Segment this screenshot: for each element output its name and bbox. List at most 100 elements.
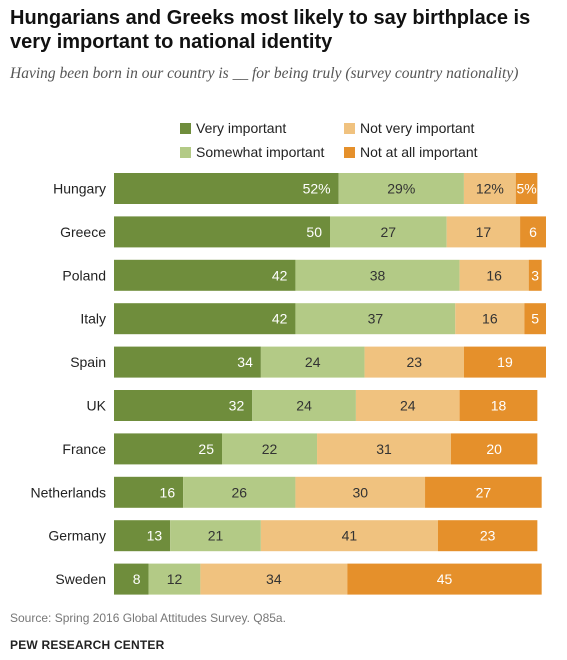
value-label-greece-not-at-all-important: 6 bbox=[529, 224, 537, 240]
value-label-germany-not-very-important: 41 bbox=[342, 528, 358, 544]
bar-spain-not-at-all-important bbox=[463, 346, 546, 378]
value-label-sweden-somewhat-important: 12 bbox=[167, 571, 183, 587]
value-label-spain-not-at-all-important: 19 bbox=[497, 354, 513, 370]
bar-sweden-somewhat-important bbox=[148, 563, 201, 595]
bar-france-not-very-important bbox=[317, 433, 451, 465]
chart-title: Hungarians and Greeks most likely to say… bbox=[10, 7, 531, 53]
value-label-uk-somewhat-important: 24 bbox=[296, 398, 312, 414]
bar-netherlands-very-important bbox=[114, 476, 184, 508]
legend-swatch-not-at-all-important bbox=[344, 147, 355, 158]
value-label-poland-very-important: 42 bbox=[272, 267, 288, 283]
value-label-netherlands-not-at-all-important: 27 bbox=[476, 484, 492, 500]
value-label-hungary-not-at-all-important: 5% bbox=[516, 181, 536, 197]
bar-netherlands-somewhat-important bbox=[183, 476, 296, 508]
bar-spain-very-important bbox=[114, 346, 261, 378]
value-label-uk-not-at-all-important: 18 bbox=[491, 398, 507, 414]
value-label-sweden-very-important: 8 bbox=[133, 571, 141, 587]
bar-uk-very-important bbox=[114, 390, 253, 421]
brand-logo-text: PEW RESEARCH CENTER bbox=[10, 638, 165, 652]
bar-greece-very-important bbox=[114, 216, 330, 248]
value-label-uk-very-important: 32 bbox=[229, 398, 245, 414]
category-label-poland: Poland bbox=[62, 267, 106, 283]
bar-uk-not-very-important bbox=[355, 390, 460, 421]
category-label-uk: UK bbox=[87, 398, 107, 414]
legend-swatch-very-important bbox=[180, 123, 191, 134]
value-label-hungary-very-important: 52% bbox=[303, 181, 331, 197]
value-label-poland-not-very-important: 16 bbox=[486, 267, 502, 283]
legend-label-very-important: Very important bbox=[196, 120, 287, 136]
bar-sweden-not-very-important bbox=[200, 563, 348, 595]
bar-hungary-not-very-important bbox=[463, 173, 516, 204]
value-label-germany-somewhat-important: 21 bbox=[208, 528, 224, 544]
bar-uk-somewhat-important bbox=[252, 390, 356, 421]
bar-greece-not-at-all-important bbox=[520, 216, 546, 248]
category-label-spain: Spain bbox=[70, 354, 106, 370]
value-label-italy-very-important: 42 bbox=[272, 311, 288, 327]
bar-sweden-very-important bbox=[114, 563, 149, 595]
value-label-hungary-not-very-important: 12% bbox=[476, 181, 504, 197]
bar-hungary-very-important bbox=[114, 173, 339, 204]
value-label-greece-not-very-important: 17 bbox=[476, 224, 492, 240]
value-label-poland-somewhat-important: 38 bbox=[370, 267, 386, 283]
value-label-poland-not-at-all-important: 3 bbox=[531, 267, 539, 283]
legend-swatch-not-very-important bbox=[344, 123, 355, 134]
bar-italy-not-at-all-important bbox=[524, 303, 546, 335]
bar-germany-not-at-all-important bbox=[438, 520, 538, 552]
value-label-italy-not-at-all-important: 5 bbox=[531, 311, 539, 327]
value-label-spain-very-important: 34 bbox=[237, 354, 253, 370]
bar-poland-very-important bbox=[114, 259, 296, 291]
bar-hungary-not-at-all-important bbox=[515, 173, 538, 204]
legend-label-not-at-all-important: Not at all important bbox=[360, 144, 478, 160]
value-label-sweden-not-at-all-important: 45 bbox=[437, 571, 453, 587]
bar-greece-not-very-important bbox=[446, 216, 521, 248]
bar-netherlands-not-very-important bbox=[295, 476, 426, 508]
value-label-netherlands-very-important: 16 bbox=[160, 484, 176, 500]
bar-netherlands-not-at-all-important bbox=[425, 476, 542, 508]
value-label-france-somewhat-important: 22 bbox=[262, 441, 278, 457]
bar-hungary-somewhat-important bbox=[338, 173, 464, 204]
legend-item-not-very-important: Not very important bbox=[344, 119, 474, 137]
value-label-greece-very-important: 50 bbox=[306, 224, 322, 240]
bar-italy-somewhat-important bbox=[295, 303, 456, 335]
bar-sweden-not-at-all-important bbox=[347, 563, 542, 595]
bar-spain-not-very-important bbox=[364, 346, 464, 378]
bar-spain-somewhat-important bbox=[260, 346, 365, 378]
bar-poland-not-at-all-important bbox=[528, 259, 542, 291]
category-label-germany: Germany bbox=[48, 528, 106, 544]
category-label-france: France bbox=[62, 441, 106, 457]
value-label-france-very-important: 25 bbox=[198, 441, 214, 457]
legend-label-not-very-important: Not very important bbox=[360, 120, 475, 136]
bar-italy-not-very-important bbox=[455, 303, 525, 335]
bar-france-very-important bbox=[114, 433, 222, 465]
bar-germany-very-important bbox=[114, 520, 171, 552]
stacked-bar-chart: Hungary 52% 29% 12% 5% Greece 50 27 17 6 Poland 42 3… bbox=[31, 173, 546, 595]
value-label-greece-somewhat-important: 27 bbox=[381, 224, 397, 240]
source-note: Source: Spring 2016 Global Attitudes Sur… bbox=[10, 611, 286, 625]
chart-subtitle: Having been born in our country is __ fo… bbox=[10, 65, 519, 82]
legend-item-somewhat-important: Somewhat important bbox=[180, 143, 324, 161]
value-label-hungary-somewhat-important: 29% bbox=[387, 181, 415, 197]
value-label-uk-not-very-important: 24 bbox=[400, 398, 416, 414]
value-label-italy-somewhat-important: 37 bbox=[368, 311, 384, 327]
category-label-sweden: Sweden bbox=[55, 571, 106, 587]
value-label-spain-not-very-important: 23 bbox=[406, 354, 422, 370]
legend-item-not-at-all-important: Not at all important bbox=[344, 143, 478, 161]
value-label-italy-not-very-important: 16 bbox=[482, 311, 498, 327]
value-label-netherlands-not-very-important: 30 bbox=[352, 484, 368, 500]
value-label-france-not-very-important: 31 bbox=[376, 441, 392, 457]
legend-label-somewhat-important: Somewhat important bbox=[196, 144, 325, 160]
value-label-germany-not-at-all-important: 23 bbox=[480, 528, 496, 544]
category-label-greece: Greece bbox=[60, 224, 106, 240]
category-label-hungary: Hungary bbox=[53, 181, 106, 197]
category-label-netherlands: Netherlands bbox=[31, 484, 107, 500]
bar-greece-somewhat-important bbox=[330, 216, 447, 248]
value-label-germany-very-important: 13 bbox=[147, 528, 163, 544]
bar-france-somewhat-important bbox=[222, 433, 318, 465]
bar-poland-not-very-important bbox=[459, 259, 529, 291]
value-label-france-not-at-all-important: 20 bbox=[486, 441, 502, 457]
bar-germany-not-very-important bbox=[260, 520, 438, 552]
category-label-italy: Italy bbox=[80, 311, 106, 327]
bar-italy-very-important bbox=[114, 303, 296, 335]
bar-uk-not-at-all-important bbox=[459, 390, 538, 421]
legend-swatch-somewhat-important bbox=[180, 147, 191, 158]
